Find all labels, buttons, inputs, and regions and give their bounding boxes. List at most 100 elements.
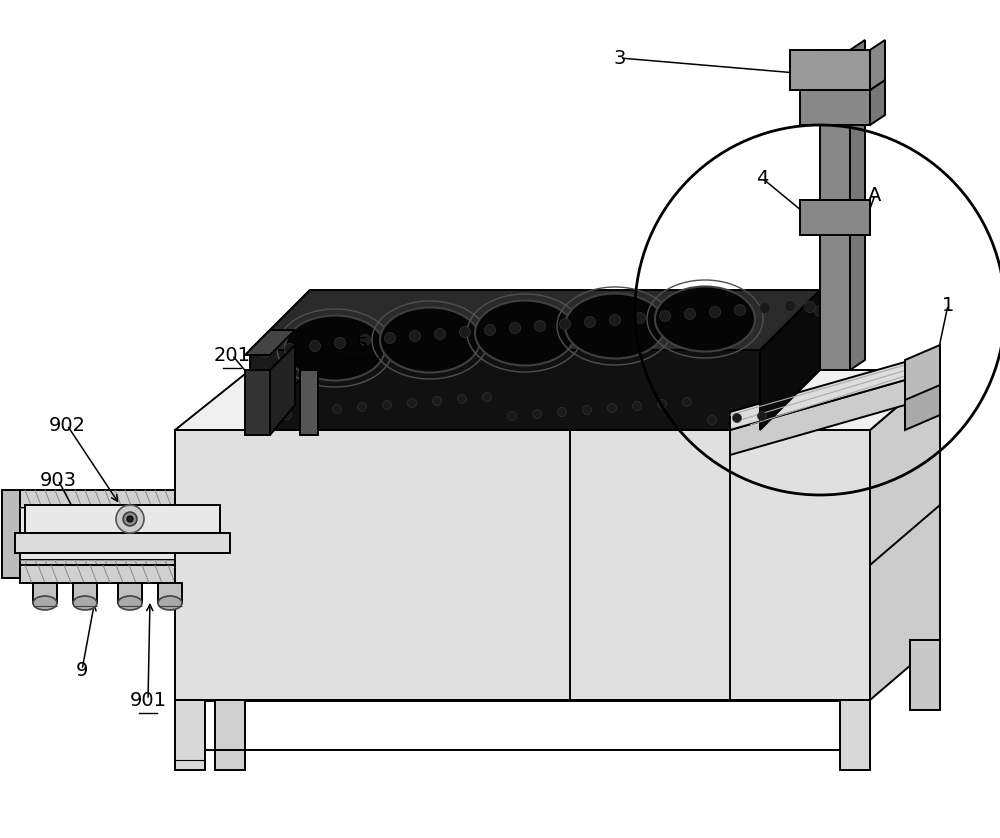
Circle shape <box>260 346 270 358</box>
Circle shape <box>814 306 826 317</box>
Circle shape <box>432 396 442 406</box>
Polygon shape <box>15 533 230 553</box>
Circle shape <box>710 307 720 318</box>
Circle shape <box>458 395 466 404</box>
Ellipse shape <box>33 596 57 610</box>
Circle shape <box>732 413 742 422</box>
Circle shape <box>682 397 692 406</box>
Circle shape <box>283 411 292 420</box>
Polygon shape <box>800 90 870 125</box>
Ellipse shape <box>285 315 385 380</box>
Circle shape <box>334 338 346 349</box>
Circle shape <box>127 516 133 522</box>
Polygon shape <box>20 565 220 583</box>
Circle shape <box>558 407 566 416</box>
Polygon shape <box>730 370 940 455</box>
Polygon shape <box>175 700 205 770</box>
Polygon shape <box>245 330 295 355</box>
Text: 903: 903 <box>40 470 76 489</box>
Text: 1: 1 <box>942 296 954 314</box>
Text: 5: 5 <box>356 335 368 354</box>
Ellipse shape <box>380 308 480 373</box>
Circle shape <box>734 304 746 315</box>
Circle shape <box>532 410 542 418</box>
Circle shape <box>608 404 616 412</box>
Circle shape <box>358 402 366 411</box>
Circle shape <box>584 317 596 328</box>
Circle shape <box>633 401 642 411</box>
Circle shape <box>382 401 392 410</box>
Circle shape <box>258 413 266 422</box>
Polygon shape <box>250 290 310 430</box>
Ellipse shape <box>475 301 575 365</box>
Text: 902: 902 <box>48 416 86 434</box>
Polygon shape <box>25 505 220 533</box>
Circle shape <box>116 505 144 533</box>
Polygon shape <box>20 508 230 560</box>
Polygon shape <box>910 640 940 710</box>
Circle shape <box>332 405 342 413</box>
Polygon shape <box>73 583 97 603</box>
Polygon shape <box>158 583 182 603</box>
Circle shape <box>460 327 471 338</box>
Polygon shape <box>215 700 245 770</box>
Circle shape <box>285 344 296 354</box>
Ellipse shape <box>655 287 755 351</box>
Polygon shape <box>20 490 230 508</box>
Polygon shape <box>175 430 870 700</box>
Polygon shape <box>760 290 820 430</box>
Ellipse shape <box>118 596 142 610</box>
Circle shape <box>408 399 416 407</box>
Polygon shape <box>870 80 885 125</box>
Circle shape <box>784 301 796 312</box>
Polygon shape <box>270 345 295 435</box>
Polygon shape <box>33 583 57 603</box>
Circle shape <box>660 311 670 322</box>
Circle shape <box>484 324 496 335</box>
Circle shape <box>510 323 520 334</box>
Circle shape <box>308 407 316 416</box>
Text: 901: 901 <box>130 691 166 710</box>
Circle shape <box>635 313 646 323</box>
Polygon shape <box>2 490 20 578</box>
Circle shape <box>658 400 666 408</box>
Circle shape <box>610 314 620 325</box>
Circle shape <box>684 308 696 319</box>
Polygon shape <box>840 700 870 770</box>
Polygon shape <box>730 352 940 430</box>
Text: 9: 9 <box>76 660 88 680</box>
Circle shape <box>708 416 716 425</box>
Polygon shape <box>118 583 142 603</box>
Circle shape <box>508 411 516 421</box>
Polygon shape <box>870 40 885 90</box>
Circle shape <box>560 318 570 329</box>
Ellipse shape <box>158 596 182 610</box>
Polygon shape <box>20 560 230 578</box>
Circle shape <box>534 320 546 332</box>
Circle shape <box>123 512 137 526</box>
Polygon shape <box>300 370 318 435</box>
Polygon shape <box>820 50 850 370</box>
Text: 201: 201 <box>214 345 250 365</box>
Circle shape <box>384 333 396 344</box>
Polygon shape <box>905 345 940 420</box>
Polygon shape <box>175 370 940 430</box>
Circle shape <box>360 334 370 345</box>
Circle shape <box>434 328 446 339</box>
Text: 4: 4 <box>756 168 768 188</box>
Polygon shape <box>245 370 270 435</box>
Text: A: A <box>868 185 882 204</box>
Ellipse shape <box>565 293 665 359</box>
Circle shape <box>310 340 320 351</box>
Polygon shape <box>790 50 870 90</box>
Circle shape <box>758 411 767 421</box>
Ellipse shape <box>73 596 97 610</box>
Polygon shape <box>250 350 760 430</box>
Polygon shape <box>250 290 820 350</box>
Circle shape <box>804 302 816 313</box>
Polygon shape <box>800 200 870 235</box>
Text: 3: 3 <box>614 49 626 68</box>
Polygon shape <box>870 370 940 700</box>
Circle shape <box>482 392 492 401</box>
Circle shape <box>760 303 770 313</box>
